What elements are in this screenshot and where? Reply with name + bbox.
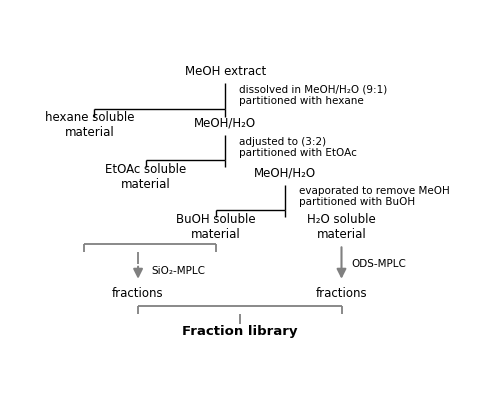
Text: BuOH soluble
material: BuOH soluble material <box>176 213 256 241</box>
Text: SiO₂-MPLC: SiO₂-MPLC <box>152 266 206 276</box>
Text: dissolved in MeOH/H₂O (9:1)
partitioned with hexane: dissolved in MeOH/H₂O (9:1) partitioned … <box>239 84 387 106</box>
Text: hexane soluble
material: hexane soluble material <box>45 111 134 139</box>
Text: MeOH extract: MeOH extract <box>184 65 266 78</box>
Text: fractions: fractions <box>316 287 368 300</box>
Text: ODS-MPLC: ODS-MPLC <box>351 259 406 269</box>
Text: Fraction library: Fraction library <box>182 325 298 338</box>
Text: MeOH/H₂O: MeOH/H₂O <box>194 117 256 130</box>
Text: H₂O soluble
material: H₂O soluble material <box>307 213 376 241</box>
Text: MeOH/H₂O: MeOH/H₂O <box>254 167 316 180</box>
Text: evaporated to remove MeOH
partitioned with BuOH: evaporated to remove MeOH partitioned wi… <box>299 186 450 207</box>
Text: fractions: fractions <box>112 287 164 300</box>
Text: adjusted to (3:2)
partitioned with EtOAc: adjusted to (3:2) partitioned with EtOAc <box>239 136 356 158</box>
Text: EtOAc soluble
material: EtOAc soluble material <box>105 163 186 191</box>
